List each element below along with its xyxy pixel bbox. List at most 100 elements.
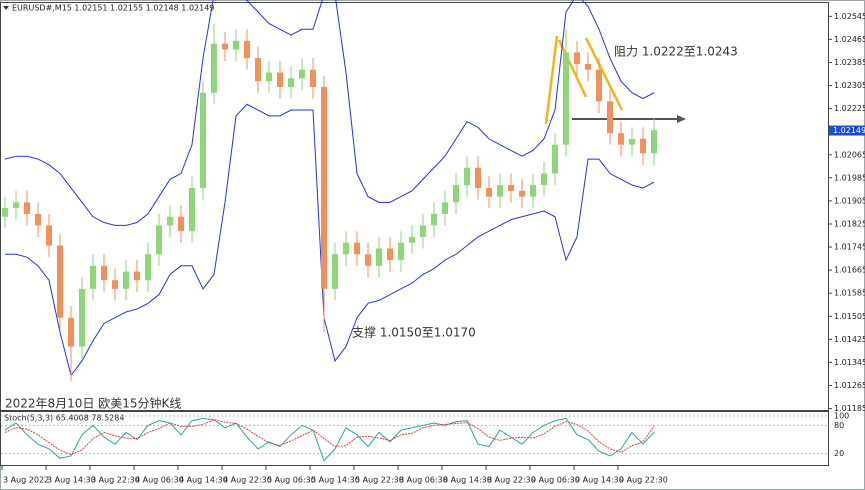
y-tick-label: 1.02465 bbox=[834, 35, 865, 44]
candle-body bbox=[167, 216, 173, 226]
candle-body bbox=[651, 130, 657, 154]
candle-body bbox=[2, 208, 8, 217]
trend-line bbox=[557, 39, 588, 98]
y-tick-label: 1.01585 bbox=[834, 289, 865, 298]
candle-body bbox=[629, 138, 635, 145]
candle-body bbox=[101, 265, 107, 281]
menu-icon bbox=[3, 6, 9, 10]
candle-body bbox=[607, 101, 613, 134]
last-price-label: 1.02149 bbox=[833, 126, 865, 135]
candle-body bbox=[123, 271, 129, 289]
candle-body bbox=[112, 280, 118, 289]
annotation: 2022年8月10日 欧美15分钟K线 bbox=[5, 396, 181, 411]
x-tick-label: 4 Aug 22:30 bbox=[223, 476, 272, 485]
x-tick-label: 8 Aug 14:30 bbox=[443, 476, 492, 485]
candle-body bbox=[519, 190, 525, 197]
candle-body bbox=[189, 187, 195, 232]
chart-title: EURUSD#,M15 1.02151 1.02155 1.02148 1.02… bbox=[12, 4, 214, 13]
y-tick-label: 1.01905 bbox=[834, 196, 865, 205]
candle-body bbox=[508, 185, 514, 191]
x-tick-label: 4 Aug 06:30 bbox=[135, 476, 184, 485]
y-tick-label: 1.01345 bbox=[834, 358, 865, 367]
candle-body bbox=[156, 225, 162, 255]
trend-line bbox=[544, 35, 559, 125]
candle-body bbox=[332, 254, 338, 289]
y-tick-label: 1.01185 bbox=[834, 404, 865, 413]
x-tick-label: 9 Aug 14:30 bbox=[575, 476, 624, 485]
candle-body bbox=[541, 173, 547, 186]
candle-body bbox=[178, 216, 184, 232]
candle-body bbox=[288, 78, 294, 87]
x-tick-label: 9 Aug 22:30 bbox=[619, 476, 668, 485]
y-tick-label: 1.01985 bbox=[834, 173, 865, 182]
candle-body bbox=[354, 242, 360, 255]
candle-body bbox=[90, 265, 96, 289]
y-tick-label: 1.02225 bbox=[834, 104, 865, 113]
main-panel bbox=[0, 2, 829, 411]
x-tick-label: 8 Aug 06:30 bbox=[399, 476, 448, 485]
candle-body bbox=[145, 254, 151, 281]
candle-body bbox=[299, 69, 305, 79]
candle-body bbox=[453, 185, 459, 203]
y-tick-label: 1.01425 bbox=[834, 335, 865, 344]
candle-body bbox=[343, 242, 349, 255]
x-tick-label: 5 Aug 22:30 bbox=[355, 476, 404, 485]
annotation-shapes bbox=[544, 35, 686, 125]
last-price-box bbox=[829, 125, 865, 136]
candle-body bbox=[68, 317, 74, 347]
x-tick-label: 3 Aug 14:30 bbox=[47, 476, 96, 485]
stoch-line bbox=[4, 419, 655, 456]
candle-body bbox=[24, 202, 30, 214]
candle-body bbox=[464, 167, 470, 186]
candle-body bbox=[398, 242, 404, 261]
candle-body bbox=[321, 86, 327, 289]
candle-body bbox=[442, 202, 448, 214]
candle-body bbox=[618, 133, 624, 145]
candle-body bbox=[57, 245, 63, 318]
candle-body bbox=[35, 213, 41, 226]
bollinger-band bbox=[5, 103, 655, 377]
trend-line bbox=[584, 37, 624, 111]
candle-body bbox=[409, 236, 415, 243]
arrow-head bbox=[677, 115, 686, 123]
y-tick-label: 20 bbox=[834, 449, 844, 458]
y-tick-label: 1.02385 bbox=[834, 58, 865, 67]
y-tick-label: 1.01265 bbox=[834, 381, 865, 390]
candle-body bbox=[486, 187, 492, 197]
candle-body bbox=[497, 185, 503, 197]
candle-body bbox=[233, 40, 239, 50]
candle-body bbox=[376, 248, 382, 266]
stoch-panel bbox=[0, 411, 829, 466]
y-tick-label: 1.01745 bbox=[834, 243, 865, 252]
candle-body bbox=[530, 185, 536, 197]
bollinger-band bbox=[4, 0, 655, 226]
candle-body bbox=[574, 52, 580, 64]
candle-body bbox=[365, 254, 371, 266]
y-tick-label: 1.01505 bbox=[834, 312, 865, 321]
x-tick-label: 3 Aug 2022 bbox=[3, 476, 49, 485]
candle-body bbox=[585, 63, 591, 70]
x-tick-label: 3 Aug 22:30 bbox=[91, 476, 140, 485]
candle-body bbox=[277, 72, 283, 87]
annotation: 阻力 1.0222至1.0243 bbox=[614, 45, 738, 59]
y-tick-label: 80 bbox=[834, 421, 844, 430]
y-tick-label: 1.01825 bbox=[834, 219, 865, 228]
candle-body bbox=[475, 167, 481, 188]
candle-body bbox=[266, 72, 272, 82]
candle-body bbox=[563, 52, 569, 145]
stoch-title: Stoch(5,3,3) 65.4008 78.5284 bbox=[4, 414, 124, 423]
candle-body bbox=[13, 202, 19, 209]
y-tick-label: 1.02545 bbox=[834, 12, 865, 21]
candle-body bbox=[596, 69, 602, 102]
candle-body bbox=[211, 43, 217, 93]
x-tick-label: 5 Aug 14:30 bbox=[311, 476, 360, 485]
candle-body bbox=[79, 288, 85, 347]
x-tick-label: 9 Aug 06:30 bbox=[531, 476, 580, 485]
y-tick-label: 1.02065 bbox=[834, 150, 865, 159]
annotation: 支撑 1.0150至1.0170 bbox=[352, 325, 476, 340]
candle-body bbox=[431, 213, 437, 226]
x-tick-label: 8 Aug 22:30 bbox=[487, 476, 536, 485]
stoch-line bbox=[4, 417, 655, 462]
